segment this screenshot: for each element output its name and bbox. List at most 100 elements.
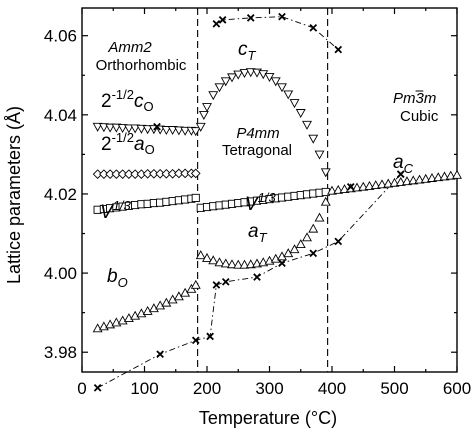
phase-symmetry-cubic: Pm3m <box>393 90 436 107</box>
data-point <box>334 237 343 246</box>
label-a-o-part: a <box>134 134 145 155</box>
data-point <box>218 16 227 24</box>
label-a-t-part: T <box>259 230 268 245</box>
label-c-t: cT <box>238 39 257 63</box>
data-point <box>427 173 437 182</box>
label-a-t: aT <box>248 221 268 245</box>
data-point <box>111 123 122 133</box>
y-tick-label: 4.04 <box>44 106 77 125</box>
label-b-o: bO <box>107 266 128 290</box>
data-point <box>117 124 128 134</box>
data-point <box>117 169 128 180</box>
data-point <box>180 126 191 136</box>
data-point <box>452 169 462 179</box>
data-point <box>190 168 201 179</box>
data-point <box>302 232 312 242</box>
x-tick-label: 0 <box>77 379 86 398</box>
data-point <box>283 90 294 100</box>
data-point <box>278 259 286 268</box>
data-point <box>339 184 350 194</box>
phase-name-tetragonal: Tetragonal <box>222 142 292 159</box>
label-a-o: 2-1/2aO <box>101 130 155 157</box>
label-v-high-part: 1/3 <box>258 190 277 205</box>
data-point <box>370 180 381 190</box>
data-point <box>155 168 165 179</box>
label-c-o-part: -1/2 <box>112 87 134 102</box>
data-point <box>395 176 406 186</box>
data-point <box>130 310 141 320</box>
data-point <box>92 169 103 180</box>
data-point <box>105 123 116 133</box>
x-tick-label: 200 <box>193 379 221 398</box>
data-point <box>98 123 109 133</box>
data-point <box>433 172 444 182</box>
data-points <box>92 12 462 392</box>
label-v-low-part: 1/3 <box>113 198 132 213</box>
cross-guide-line-ct <box>216 16 339 50</box>
label-v-low-part: V <box>100 202 115 223</box>
axis-ticks: 0 100 200 300 400 500 600 3.98 4.00 4.02 4.04 4.06 <box>44 8 471 398</box>
data-point <box>308 223 319 233</box>
data-point <box>173 126 184 136</box>
y-tick-label: 4.00 <box>44 264 77 283</box>
data-point <box>167 126 178 135</box>
label-a-o-part: -1/2 <box>112 130 134 145</box>
data-point <box>295 239 306 249</box>
data-point <box>264 73 275 82</box>
data-point <box>233 70 244 80</box>
data-point <box>308 134 319 144</box>
data-point <box>142 168 153 179</box>
data-point <box>295 109 306 118</box>
label-a-c: aC <box>393 152 414 176</box>
data-point <box>383 178 394 188</box>
data-point <box>358 181 369 191</box>
data-point <box>277 83 287 93</box>
data-point <box>221 277 230 286</box>
data-point <box>174 168 184 179</box>
data-point <box>414 174 425 184</box>
data-point <box>334 45 343 54</box>
data-point <box>92 122 103 132</box>
data-point <box>212 281 221 289</box>
data-point <box>364 180 375 190</box>
data-point <box>289 99 300 109</box>
data-point <box>389 177 400 187</box>
data-point <box>198 111 209 120</box>
data-point <box>270 77 281 87</box>
data-point <box>105 169 115 180</box>
data-point <box>233 259 244 269</box>
x-tick-label: 100 <box>130 379 158 398</box>
data-point <box>161 126 172 135</box>
data-point <box>302 120 312 130</box>
data-point <box>195 250 206 260</box>
data-point <box>352 182 362 192</box>
data-point <box>220 258 231 268</box>
data-point <box>309 249 318 258</box>
data-point <box>99 169 109 180</box>
data-point <box>202 252 212 262</box>
data-point <box>190 127 201 137</box>
label-a-c-part: C <box>404 161 414 176</box>
data-point <box>124 169 134 180</box>
phase-symmetry-orthorhombic: Amm2 <box>107 39 152 56</box>
data-point <box>190 279 201 289</box>
data-point <box>346 182 355 191</box>
label-b-o-part: O <box>118 275 128 290</box>
data-point <box>253 273 261 281</box>
data-point <box>377 179 387 189</box>
data-point <box>314 150 325 160</box>
y-tick-label: 3.98 <box>44 343 77 362</box>
data-point <box>333 184 344 194</box>
data-point <box>245 68 256 78</box>
label-a-o-part: 2 <box>101 134 112 155</box>
phase-name-cubic: Cubic <box>400 108 439 125</box>
y-tick-label: 4.02 <box>44 185 77 204</box>
data-point <box>402 176 412 186</box>
data-point <box>214 257 225 267</box>
phase-symmetry-tetragonal: P4mm <box>236 125 279 142</box>
data-point <box>156 350 164 359</box>
data-point <box>214 83 225 93</box>
data-point <box>130 169 140 180</box>
label-b-o-part: b <box>107 266 118 287</box>
